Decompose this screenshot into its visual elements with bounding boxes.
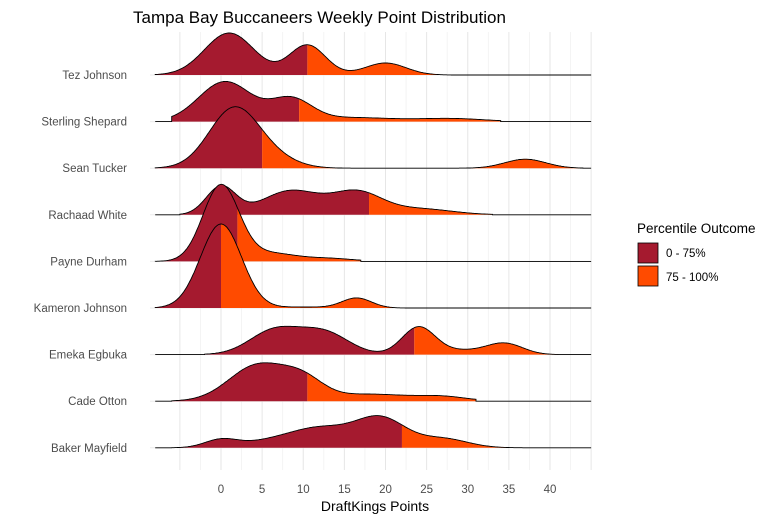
legend-label-0-75: 0 - 75% [666, 248, 706, 260]
y-tick-label: Tez Johnson [62, 70, 127, 82]
x-tick-label: 25 [420, 484, 433, 496]
legend-title: Percentile Outcome [637, 221, 756, 236]
area-0-75 [204, 326, 415, 355]
area-0-75 [171, 81, 300, 122]
density-outline [154, 32, 592, 76]
density-outline [155, 362, 592, 402]
ridge-emeka-egbuka [155, 325, 592, 356]
legend-label-75-100: 75 - 100% [666, 272, 718, 284]
area-75-100 [401, 424, 526, 448]
x-tick-label: 0 [218, 484, 224, 496]
area-75-100 [237, 207, 361, 262]
density-outline [155, 80, 592, 123]
area-75-100 [262, 129, 583, 169]
x-tick-label: 40 [544, 484, 557, 496]
ridges [154, 32, 592, 449]
area-75-100 [307, 44, 452, 75]
area-75-100 [369, 192, 493, 215]
legend: Percentile Outcome 0 - 75% 75 - 100% [637, 221, 756, 287]
ridge-cade-otton [155, 362, 592, 402]
ridge-baker-mayfield [155, 415, 592, 449]
area-0-75 [155, 33, 308, 75]
area-0-75 [171, 415, 402, 448]
chart-title: Tampa Bay Buccaneers Weekly Point Distri… [133, 8, 506, 27]
density-outline [154, 223, 592, 309]
legend-swatch-75-100 [637, 265, 659, 287]
density-outline [155, 185, 592, 216]
ridge-sterling-shepard [155, 80, 592, 123]
density-outline [154, 106, 592, 169]
x-tick-label: 20 [379, 484, 392, 496]
y-axis-labels: Tez Johnson Sterling Shepard Sean Tucker Ra… [34, 70, 128, 455]
legend-swatch-0-75 [637, 242, 659, 264]
x-tick-label: 35 [502, 484, 515, 496]
x-axis-ticks: 0 5 10 15 20 25 30 35 40 [218, 484, 557, 496]
area-75-100 [221, 224, 435, 308]
y-tick-label: Cade Otton [68, 396, 127, 408]
x-tick-label: 30 [461, 484, 474, 496]
area-75-100 [299, 98, 501, 122]
y-tick-label: Baker Mayfield [51, 443, 127, 455]
x-tick-label: 10 [297, 484, 310, 496]
density-outline [155, 415, 592, 449]
x-axis-label: DraftKings Points [321, 498, 429, 514]
ridge-tez-johnson [154, 32, 592, 76]
area-0-75 [155, 106, 263, 169]
y-tick-label: Sean Tucker [62, 163, 127, 175]
y-tick-label: Sterling Shepard [41, 117, 127, 129]
ridge-sean-tucker [154, 106, 592, 169]
x-tick-label: 5 [259, 484, 265, 496]
density-outline [155, 325, 592, 356]
y-tick-label: Rachaad White [48, 210, 127, 222]
density-outline [154, 183, 592, 262]
area-0-75 [155, 224, 221, 308]
area-0-75 [171, 362, 308, 402]
y-tick-label: Payne Durham [50, 256, 127, 268]
ridge-kameron-johnson [154, 223, 592, 309]
area-75-100 [307, 373, 476, 402]
x-tick-label: 15 [338, 484, 351, 496]
area-75-100 [414, 326, 559, 355]
y-tick-label: Emeka Egbuka [49, 350, 128, 362]
y-tick-label: Kameron Johnson [34, 303, 127, 315]
